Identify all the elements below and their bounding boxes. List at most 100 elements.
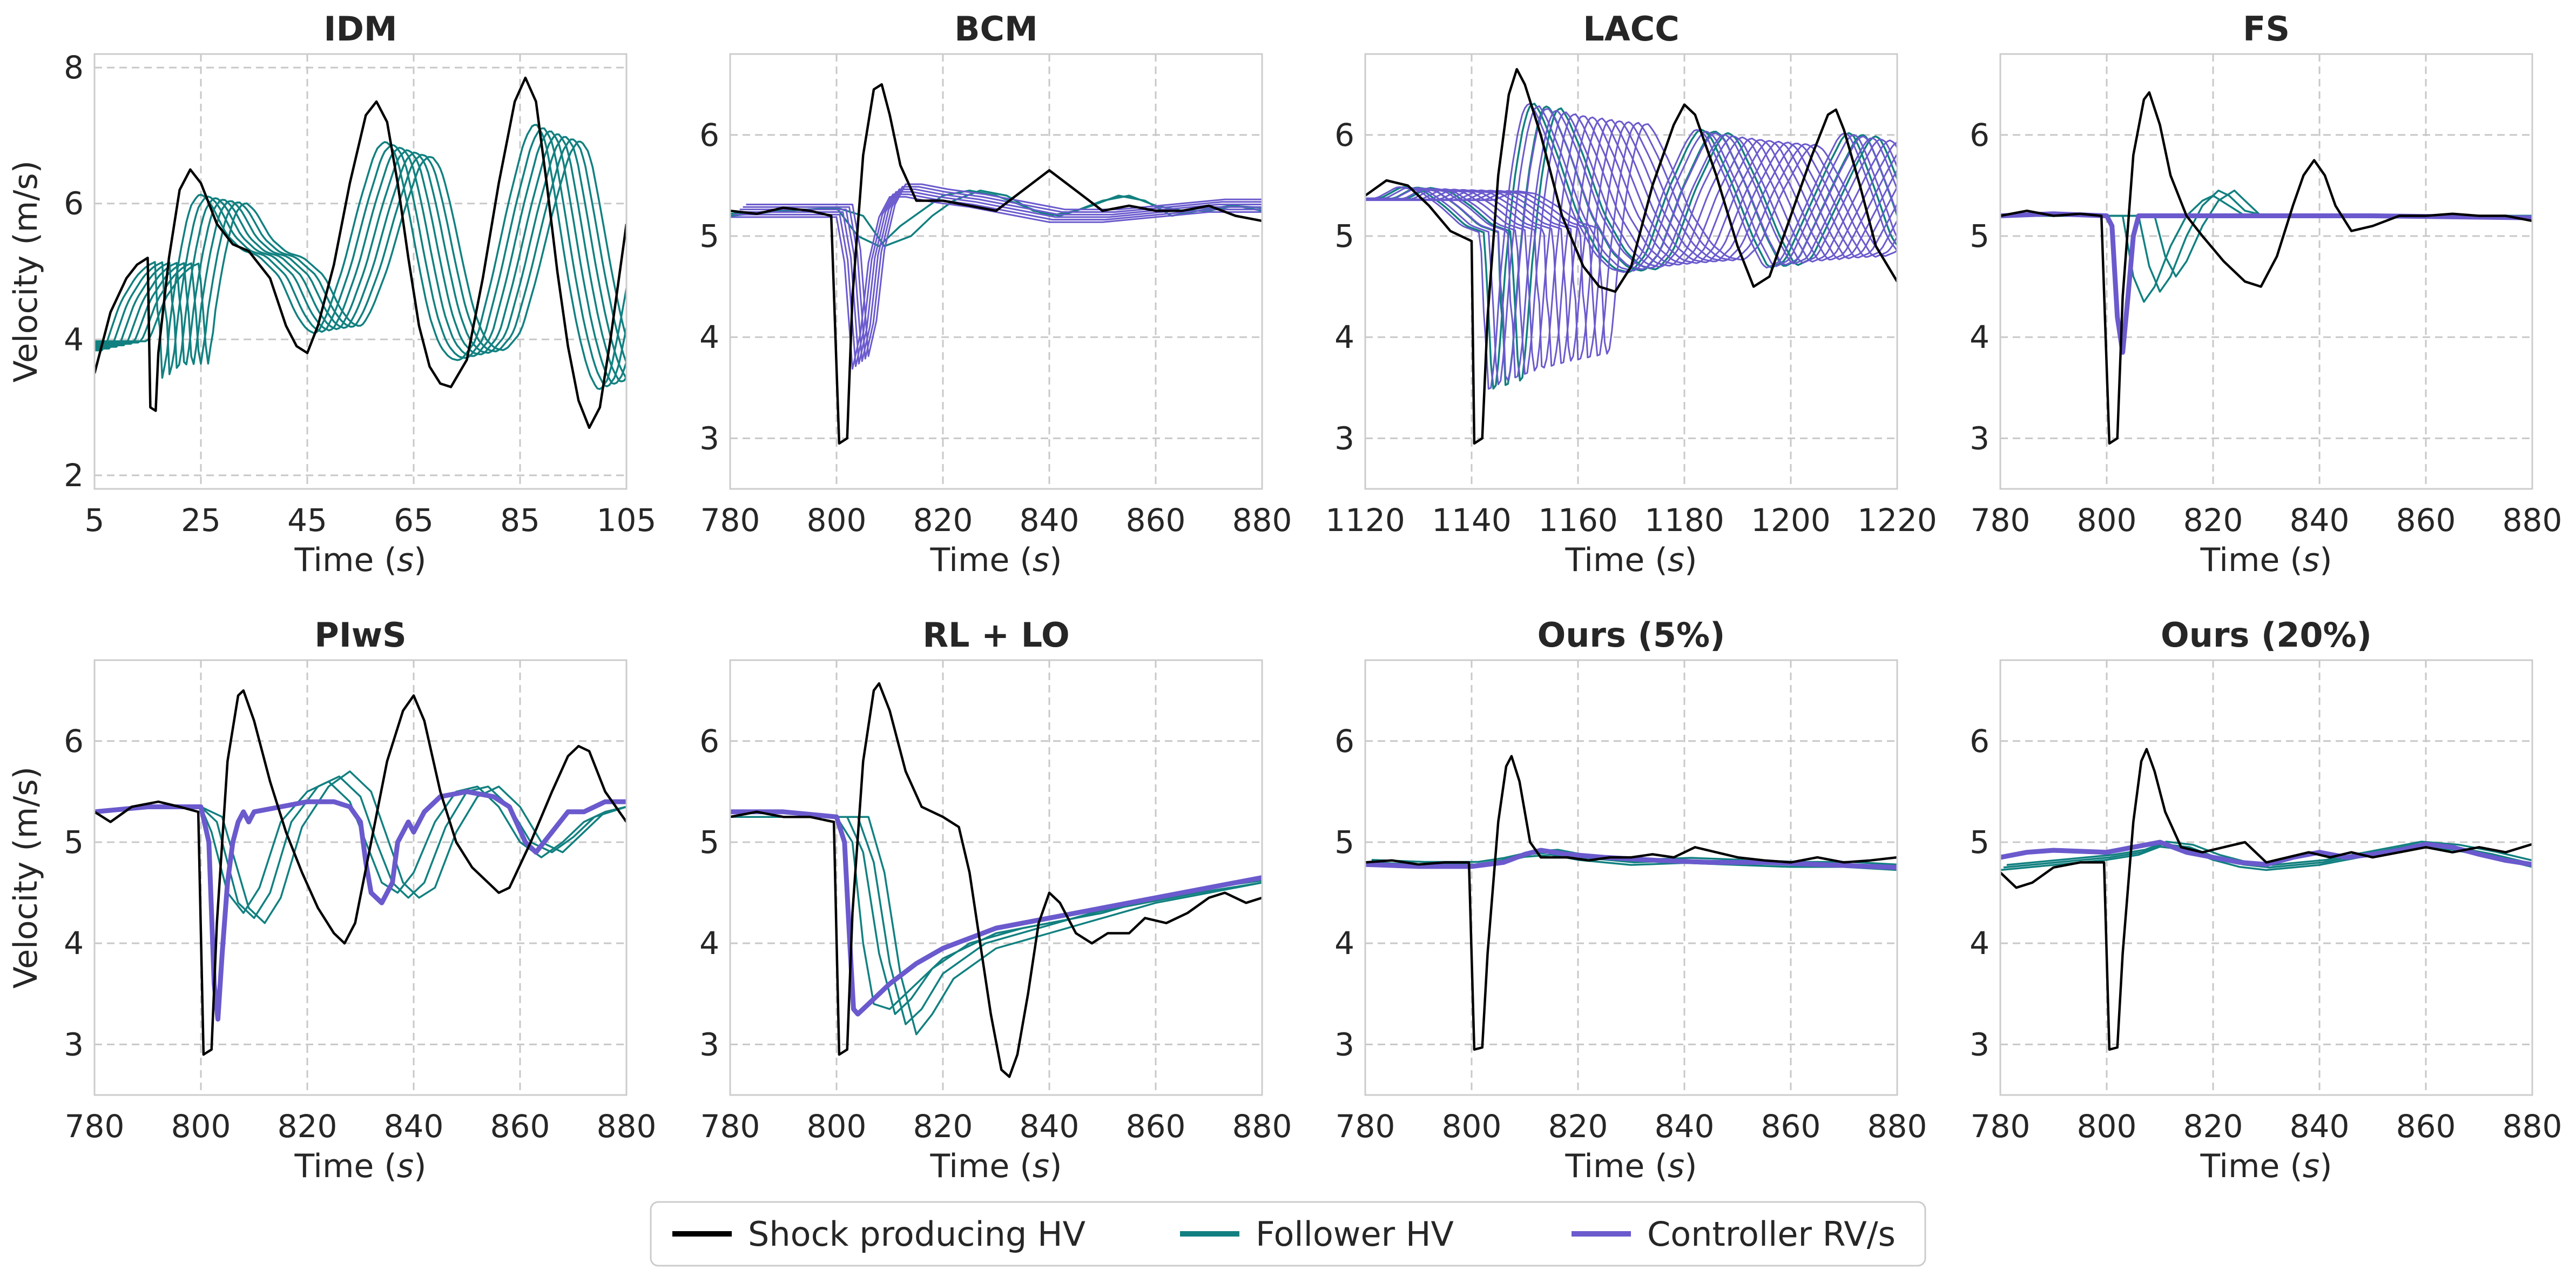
x-tick-label: 800 [807, 1108, 867, 1145]
y-tick-label: 6 [64, 185, 84, 222]
y-tick-label: 5 [1334, 218, 1354, 254]
series-line-controller [1365, 105, 1897, 385]
x-tick-label: 1120 [1325, 502, 1405, 539]
panel-bcm: BCM 780 800 820 840 860 880 3 4 5 6 Time (s) [699, 9, 1292, 579]
x-tick-label: 800 [807, 502, 867, 539]
y-tick-label: 4 [1970, 319, 1990, 355]
y-tick-label: 6 [64, 723, 84, 760]
plot-area [2000, 54, 2532, 489]
x-tick-label: 5 [85, 502, 105, 539]
series-group [95, 76, 626, 429]
x-axis-label: Time (s) [2200, 1147, 2332, 1185]
series-line-controller [733, 193, 1262, 367]
y-axis-label: Velocity (m/s) [7, 160, 45, 382]
plot-area [95, 660, 626, 1095]
x-tick-label: 800 [171, 1108, 231, 1145]
x-tick-label: 860 [1126, 1108, 1186, 1145]
x-tick-label: 860 [2396, 502, 2456, 539]
axes-frame [1364, 53, 1898, 490]
panel-fs: FS 780 800 820 840 860 880 3 4 5 6 Time (s) [1970, 9, 2562, 579]
series-group [2000, 748, 2532, 1051]
y-tick-label: 4 [1334, 925, 1354, 962]
x-axis-label: Time (s) [294, 541, 426, 579]
y-tick-label: 6 [1970, 723, 1990, 760]
panel-title: Ours (20%) [2161, 615, 2372, 655]
x-tick-label: 1160 [1538, 502, 1618, 539]
series-line-controller [1365, 115, 1897, 369]
panel-title: Ours (5%) [1537, 615, 1725, 655]
series-line-shock [2000, 748, 2532, 1051]
y-tick-label: 5 [699, 218, 719, 254]
x-tick-label: 840 [1020, 502, 1080, 539]
y-tick-label: 4 [1334, 319, 1354, 355]
y-tick-label: 5 [1970, 824, 1990, 861]
legend: Shock producing HV Follower HV Controlle… [650, 1201, 1926, 1267]
y-tick-label: 3 [699, 1026, 719, 1063]
series-line-controller [1365, 848, 1897, 870]
plot-area [2000, 660, 2532, 1095]
panel-title: RL + LO [922, 615, 1069, 655]
series-line-shock [2000, 91, 2532, 445]
series-group [95, 689, 626, 1056]
plot-area [730, 660, 1262, 1095]
panel-title: PIwS [314, 615, 406, 655]
panel-title: FS [2243, 9, 2290, 49]
axes-frame [1364, 659, 1898, 1096]
series-group [730, 83, 1262, 445]
x-tick-label: 860 [2396, 1108, 2456, 1145]
series-group [1365, 755, 1897, 1051]
axes-frame [1999, 659, 2533, 1096]
y-tick-label: 3 [1970, 420, 1990, 456]
legend-box [650, 1201, 1926, 1267]
x-tick-label: 860 [1761, 1108, 1821, 1145]
panel-ours-5: Ours (5%) 780 800 820 840 860 880 3 4 5 6 Time (s) [1334, 615, 1927, 1185]
legend-label-controller: Controller RV/s [1647, 1214, 1896, 1254]
x-tick-label: 45 [287, 502, 327, 539]
x-tick-label: 820 [1548, 1108, 1608, 1145]
series-line-controller [1365, 123, 1897, 355]
y-tick-label: 6 [699, 117, 719, 153]
panel-lacc: LACC 1120 1140 1160 1180 1200 1220 3 4 5 6 Time (s) [1325, 9, 1937, 579]
x-tick-label: 25 [181, 502, 221, 539]
series-line-follower [95, 133, 626, 382]
panel-title: LACC [1583, 9, 1680, 49]
y-tick-label: 5 [1970, 218, 1990, 254]
x-tick-label: 800 [2077, 502, 2137, 539]
x-tick-label: 820 [913, 1108, 973, 1145]
y-tick-label: 3 [64, 1026, 84, 1063]
x-tick-label: 840 [2290, 1108, 2350, 1145]
y-tick-label: 5 [699, 824, 719, 861]
series-line-controller [95, 789, 626, 1022]
series-line-controller [730, 809, 1262, 1017]
x-tick-label: 780 [700, 502, 760, 539]
series-line-follower [730, 816, 1262, 1036]
y-tick-label: 4 [64, 925, 84, 962]
panel-idm: IDM 5 25 45 65 85 105 2 4 6 8 Time (s) Velocity (m/s… [7, 9, 656, 579]
series-line-follower [95, 124, 626, 390]
series-group [2000, 91, 2532, 445]
x-tick-label: 880 [1232, 502, 1292, 539]
series-line-follower [95, 138, 626, 365]
series-line-controller [730, 196, 1262, 370]
axes-frame [729, 659, 1263, 1096]
x-tick-label: 65 [394, 502, 434, 539]
series-line-follower [2000, 189, 2532, 278]
y-tick-label: 4 [64, 321, 84, 358]
series-line-follower [95, 127, 626, 387]
x-axis-label: Time (s) [1565, 1147, 1697, 1185]
series-line-shock [95, 689, 626, 1056]
axes-frame [729, 53, 1263, 490]
x-tick-label: 840 [2290, 502, 2350, 539]
y-tick-label: 6 [1970, 117, 1990, 153]
x-tick-label: 1220 [1857, 502, 1937, 539]
series-line-follower [2000, 189, 2532, 293]
series-line-shock [1365, 68, 1897, 445]
plot-area [95, 54, 626, 489]
x-tick-label: 1180 [1644, 502, 1724, 539]
x-tick-label: 85 [500, 502, 540, 539]
series-line-controller [1365, 113, 1897, 372]
series-group [730, 682, 1262, 1078]
y-tick-label: 3 [699, 420, 719, 456]
series-line-controller [746, 183, 1262, 357]
